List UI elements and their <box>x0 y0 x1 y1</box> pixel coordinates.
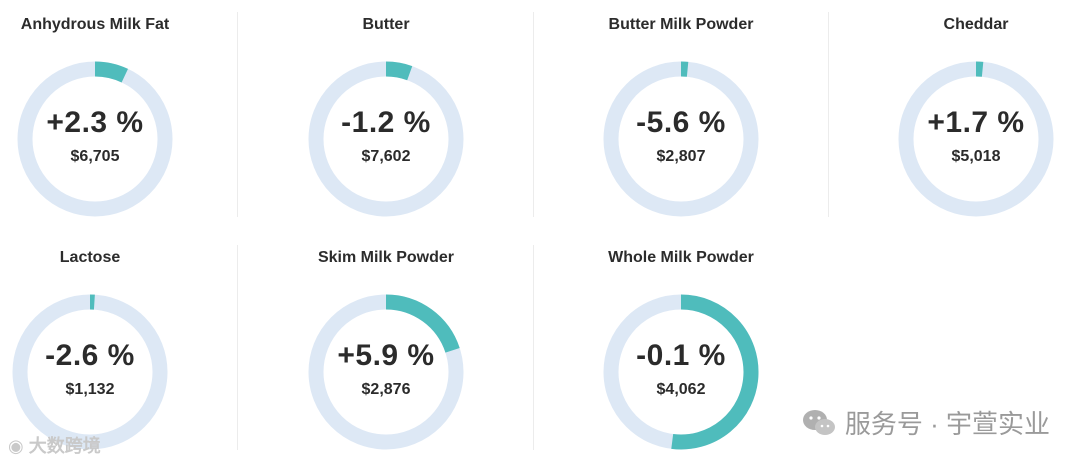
watermark-right: 服务号 · 宇萱实业 <box>801 404 1050 441</box>
divider <box>533 12 534 217</box>
gauge-arc <box>671 294 759 450</box>
gauge: +1.7 % $5,018 <box>891 54 1061 224</box>
price-value: $6,705 <box>70 148 120 165</box>
price-value: $2,807 <box>656 148 706 165</box>
gauge-arc <box>385 294 460 353</box>
gauge-svg <box>603 294 759 450</box>
price-value: $1,132 <box>65 381 115 398</box>
change-percent: -1.2 % <box>341 106 431 139</box>
price-value: $7,602 <box>361 148 411 165</box>
gauge: +5.9 % $2,876 <box>301 287 471 457</box>
gauge-title: Lactose <box>59 249 121 266</box>
gauge-title: Butter Milk Powder <box>608 16 754 33</box>
divider <box>828 12 829 217</box>
gauge-svg <box>17 61 173 217</box>
change-percent: +1.7 % <box>927 106 1025 139</box>
divider <box>237 245 238 450</box>
gauge: +2.3 % $6,705 <box>10 54 180 224</box>
weibo-icon: ◉ <box>8 436 24 456</box>
price-value: $5,018 <box>951 148 1001 165</box>
gauge-svg <box>308 61 464 217</box>
price-value: $4,062 <box>656 381 706 398</box>
gauge: -2.6 % $1,132 <box>5 287 175 457</box>
gauge: -5.6 % $2,807 <box>596 54 766 224</box>
price-value: $2,876 <box>361 381 411 398</box>
gauge-svg <box>898 61 1054 217</box>
gauge-svg <box>12 294 168 450</box>
watermark-left-text: 大数跨境 <box>28 436 101 456</box>
divider <box>237 12 238 217</box>
gauge-arc <box>94 61 128 83</box>
gauge: -1.2 % $7,602 <box>301 54 471 224</box>
gauge-title: Butter <box>362 16 410 33</box>
change-percent: -2.6 % <box>45 339 135 372</box>
gauge-svg <box>603 61 759 217</box>
change-percent: +5.9 % <box>337 339 435 372</box>
gauge: -0.1 % $4,062 <box>596 287 766 457</box>
gauge-svg <box>308 294 464 450</box>
divider <box>533 245 534 450</box>
gauge-arc <box>385 61 413 81</box>
gauge-title: Skim Milk Powder <box>317 249 455 266</box>
wechat-icon <box>802 409 835 435</box>
gauge-title: Whole Milk Powder <box>608 249 754 266</box>
gauge-title: Cheddar <box>943 16 1009 33</box>
change-percent: -0.1 % <box>636 339 726 372</box>
gauge-title: Anhydrous Milk Fat <box>20 16 170 33</box>
watermark-left: ◉ 大数跨境 <box>8 432 101 458</box>
change-percent: +2.3 % <box>46 106 144 139</box>
change-percent: -5.6 % <box>636 106 726 139</box>
watermark-right-text: 服务号 · 宇萱实业 <box>844 409 1050 439</box>
